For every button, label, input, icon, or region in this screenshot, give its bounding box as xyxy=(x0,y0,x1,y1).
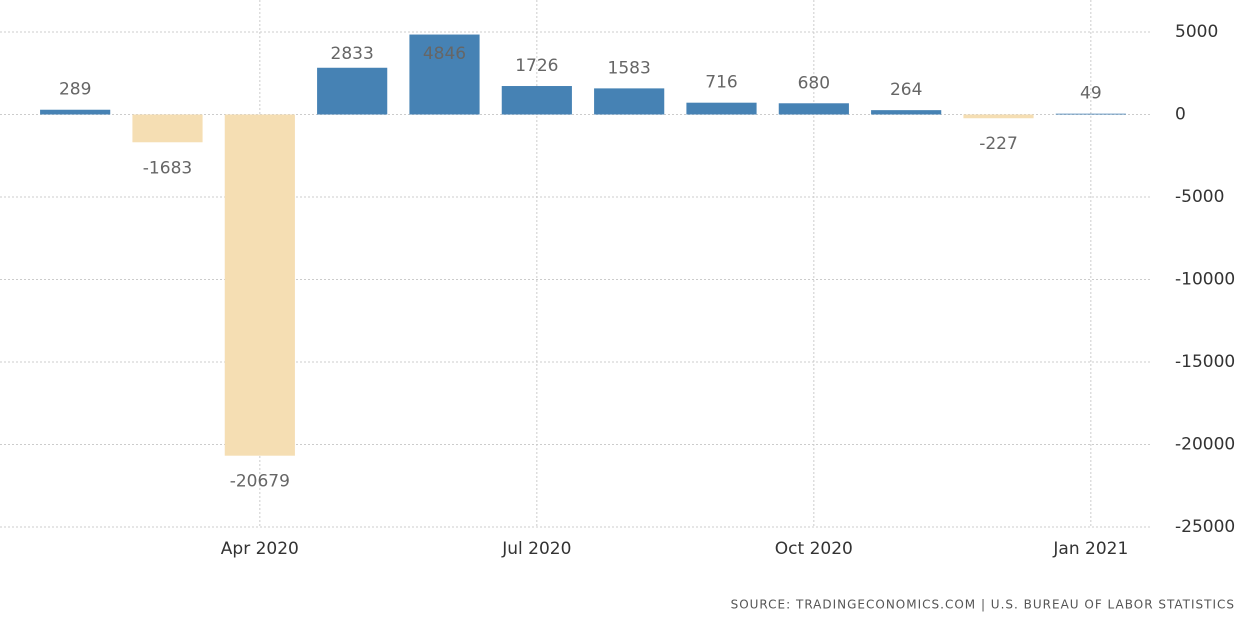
x-tick-label: Jan 2021 xyxy=(1052,539,1128,559)
data-label: 1726 xyxy=(515,56,558,76)
bar xyxy=(686,102,757,115)
y-tick-label: -20000 xyxy=(1175,435,1235,455)
bar xyxy=(963,114,1034,119)
data-label: -20679 xyxy=(230,472,290,492)
data-label: 289 xyxy=(59,80,91,100)
data-label: -227 xyxy=(979,134,1018,154)
data-label: 680 xyxy=(798,73,830,93)
bar xyxy=(40,109,111,115)
y-tick-label: 0 xyxy=(1175,105,1186,125)
bar xyxy=(132,114,203,143)
y-tick-label: -10000 xyxy=(1175,270,1235,290)
data-label: 4846 xyxy=(423,44,466,64)
bar xyxy=(501,86,572,115)
bar xyxy=(1055,113,1126,115)
data-label: 2833 xyxy=(331,44,374,64)
y-tick-label: -5000 xyxy=(1175,187,1224,207)
bar xyxy=(871,110,942,115)
x-tick-label: Apr 2020 xyxy=(221,539,299,559)
bar xyxy=(317,67,388,115)
y-tick-label: -15000 xyxy=(1175,352,1235,372)
x-tick-label: Jul 2020 xyxy=(501,539,571,559)
data-label: 1583 xyxy=(608,58,651,78)
bar xyxy=(594,88,665,115)
y-tick-label: -25000 xyxy=(1175,517,1235,537)
data-label: 716 xyxy=(705,73,737,93)
bar xyxy=(409,34,480,115)
x-tick-label: Oct 2020 xyxy=(775,539,853,559)
bar xyxy=(224,114,295,456)
bar xyxy=(778,103,849,115)
source-note: SOURCE: TRADINGECONOMICS.COM | U.S. BURE… xyxy=(731,598,1235,612)
y-tick-label: 5000 xyxy=(1175,22,1218,42)
data-label: 49 xyxy=(1080,84,1102,104)
data-label: -1683 xyxy=(143,158,192,178)
data-label: 264 xyxy=(890,80,922,100)
